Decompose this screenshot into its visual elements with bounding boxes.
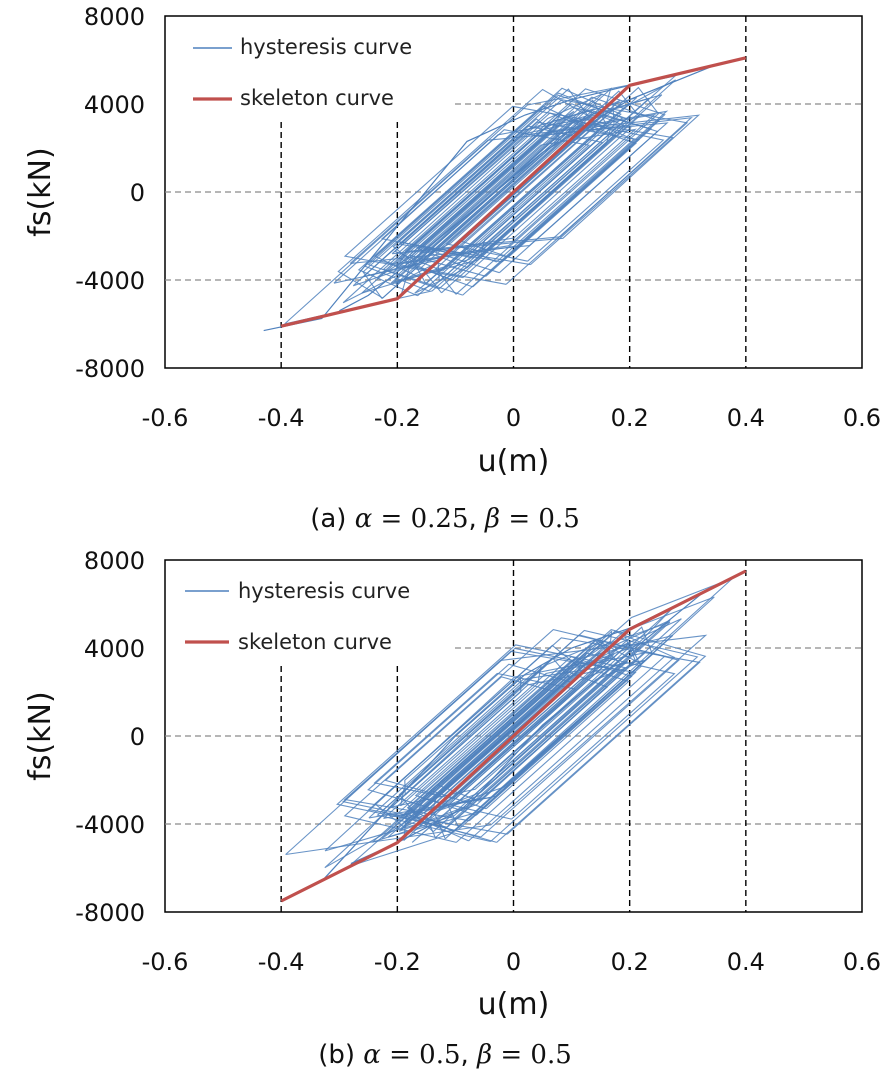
y-tick-label: 8000 [84,547,145,575]
hysteresis-loop [342,93,603,304]
hysteresis-loop [387,596,715,838]
hysteresis-loop [404,675,522,796]
x-tick-label: 0.2 [611,948,649,976]
caption-equals: = [381,1040,419,1070]
caption-beta-symbol: β [476,1040,492,1070]
hysteresis-loop [435,86,660,295]
x-tick-label: -0.2 [374,404,421,432]
hysteresis-loop [336,644,627,828]
y-tick-label: 4000 [84,91,145,119]
x-tick-label: 0.6 [843,948,881,976]
x-axis-label: u(m) [478,444,550,479]
caption-beta-symbol: β [484,504,500,534]
hysteresis-loop [399,110,669,265]
hysteresis-loop [343,628,666,843]
x-tick-label: -0.4 [258,948,305,976]
legend-skeleton-label: skeleton curve [238,630,392,654]
x-tick-label: -0.6 [142,404,189,432]
x-tick-label: 0.6 [843,404,881,432]
chart-panel-a: hysteresis curve skeleton curve 8000 4000 0 -… [23,3,881,534]
caption-beta-value: 0.5 [530,1040,571,1070]
hysteresis-loop [403,630,613,842]
caption-alpha-value: 0.5 [419,1040,460,1070]
legend-hysteresis-label: hysteresis curve [238,579,410,603]
hysteresis-curve [285,577,734,869]
hysteresis-loop [391,114,701,255]
caption-equals: = [372,504,410,534]
x-tick-label: -0.4 [258,404,305,432]
legend-hysteresis-label: hysteresis curve [240,35,412,59]
x-axis-label: u(m) [478,987,550,1022]
hysteresis-loop [420,90,640,294]
hysteresis-loop [342,647,622,825]
legend-skeleton-label: skeleton curve [240,86,394,110]
y-tick-label: 4000 [84,635,145,663]
hysteresis-loop [398,619,671,832]
y-tick-label: -8000 [75,355,145,383]
hysteresis-curve [284,75,701,325]
hysteresis-loop [404,116,693,253]
hysteresis-loop [372,621,671,843]
skeleton-curve [280,56,747,328]
caption-alpha-value: 0.25 [411,504,469,534]
y-tick-label: 8000 [84,3,145,31]
caption-label: (a) [310,504,354,534]
x-tick-label: -0.6 [142,948,189,976]
caption-alpha-symbol: α [355,504,373,534]
hysteresis-loop [349,122,669,264]
skeleton-curve [280,569,747,903]
hysteresis-loop [285,634,708,856]
caption-comma: , [461,1040,478,1070]
x-tick-label: 0 [506,404,521,432]
caption-label: (b) [318,1040,363,1070]
chart-panel-b: hysteresis curve skeleton curve 8000 4000 0 -… [23,547,881,1070]
y-tick-label: -8000 [75,899,145,927]
caption-alpha-symbol: α [363,1040,381,1070]
x-tick-label: -0.2 [374,948,421,976]
hysteresis-loop [382,88,666,296]
caption-comma: , [469,504,486,534]
y-tick-label: 0 [130,179,145,207]
hysteresis-loop [376,629,699,843]
caption-equals: = [492,1040,530,1070]
hysteresis-loop [447,642,642,830]
figure-caption: (b) α = 0.5, β = 0.5 [318,1040,572,1070]
caption-equals: = [500,504,538,534]
x-tick-label: 0.2 [611,404,649,432]
x-tick-label: 0.4 [727,404,765,432]
figure-caption: (a) α = 0.25, β = 0.5 [310,504,580,534]
hysteresis-loop [445,122,665,262]
y-axis-label: fs(kN) [23,691,58,780]
hysteresis-loop [352,108,595,287]
x-tick-label: 0 [506,948,521,976]
y-axis-label: fs(kN) [23,147,58,236]
hysteresis-loop [379,99,689,285]
hysteresis-loop [380,129,591,255]
hysteresis-loop [343,105,632,279]
caption-beta-value: 0.5 [538,504,579,534]
x-tick-label: 0.4 [727,948,765,976]
hysteresis-loop [400,664,542,807]
y-tick-label: -4000 [75,811,145,839]
hysteresis-loop [395,99,621,285]
y-tick-label: 0 [130,723,145,751]
y-tick-label: -4000 [75,267,145,295]
